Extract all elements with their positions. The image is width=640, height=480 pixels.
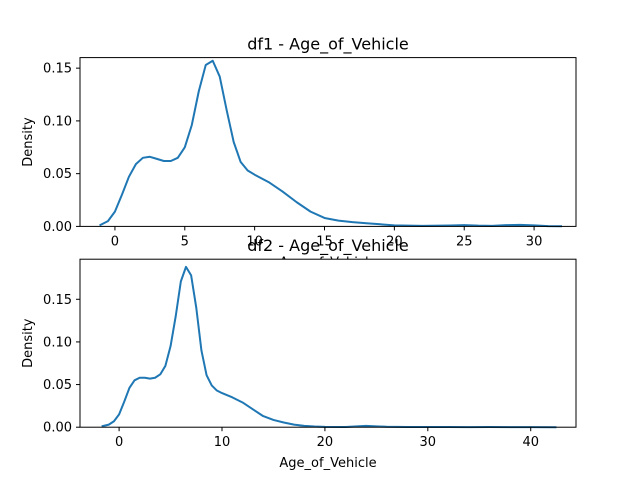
y-tick-label: 0.15	[43, 293, 72, 308]
chart-title-df2: df2 - Age_of_Vehicle	[247, 236, 409, 256]
y-tick-label: 0.00	[43, 220, 72, 235]
x-tick-label: 0	[115, 435, 123, 450]
y-tick-label: 0.10	[43, 114, 72, 129]
y-axis-label-df2: Density	[21, 318, 36, 368]
x-tick-label: 5	[181, 234, 189, 249]
kde-line-df1	[99, 59, 563, 228]
x-tick-label: 0	[111, 234, 119, 249]
x-axis-label-df2: Age_of_Vehicle	[279, 456, 376, 471]
x-tick-label: 40	[522, 435, 539, 450]
x-tick-label: 25	[456, 234, 473, 249]
y-tick-label: 0.10	[43, 335, 72, 350]
x-tick-label: 30	[526, 234, 543, 249]
y-tick-label: 0.00	[43, 421, 72, 436]
x-ticks-df1: 0 5 10 15 20 25 30	[111, 226, 543, 249]
x-tick-label: 30	[420, 435, 437, 450]
x-tick-label: 10	[214, 435, 231, 450]
y-tick-label: 0.05	[43, 378, 72, 393]
chart-title-df1: df1 - Age_of_Vehicle	[247, 35, 409, 55]
axes-background-df2	[80, 259, 576, 428]
y-tick-label: 0.05	[43, 167, 72, 182]
y-tick-label: 0.15	[43, 62, 72, 77]
y-ticks-df2: 0.00 0.05 0.10 0.15	[43, 293, 80, 436]
axes-frame-df2	[79, 258, 577, 428]
y-axis-label-df1: Density	[21, 117, 36, 167]
x-tick-label: 20	[317, 435, 334, 450]
axes-frame-df1	[79, 57, 577, 227]
x-tick-label: 15	[316, 234, 333, 249]
x-ticks-df2: 0 10 20 30 40	[115, 427, 539, 450]
chart-panel-df2: 0 10 20 30 40 0.00 0.05 0.10 0.15 Density Age_o…	[21, 236, 577, 471]
x-tick-label: 10	[246, 234, 263, 249]
x-tick-label: 20	[386, 234, 403, 249]
y-ticks-df1: 0.00 0.05 0.10 0.15	[43, 62, 80, 235]
